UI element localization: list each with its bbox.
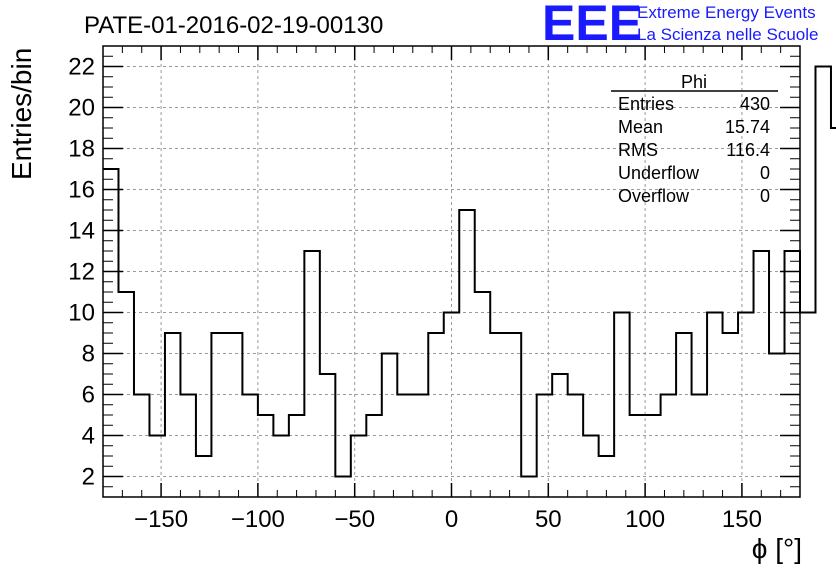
histogram-bin: [630, 415, 645, 497]
histogram-bin: [428, 333, 443, 497]
histogram-bin: [645, 415, 660, 497]
histogram-bin: [800, 313, 815, 498]
histogram-bin: [754, 251, 769, 497]
histogram-bin: [304, 251, 319, 497]
histogram-bin: [490, 333, 505, 497]
stats-row-value: 0: [760, 163, 770, 183]
logo-line-1: Extreme Energy Events: [637, 3, 816, 22]
histogram-bin: [692, 395, 707, 498]
stats-row-label: RMS: [618, 140, 658, 160]
x-tick-label: 100: [625, 506, 665, 533]
logo-line-2: La Scienza nelle Scuole: [637, 25, 818, 44]
histogram-bin: [475, 292, 490, 497]
histogram-outline: [103, 65, 836, 478]
histogram-bin: [707, 313, 722, 498]
histogram-bin: [614, 313, 629, 498]
x-tick-label: −150: [134, 506, 188, 533]
histogram-bin: [831, 128, 836, 497]
histogram-bin: [180, 395, 195, 498]
x-axis-title: ϕ [°]: [752, 533, 802, 564]
histogram-bin: [351, 436, 366, 498]
x-tick-label: −50: [334, 506, 375, 533]
histogram-bin: [118, 292, 133, 497]
histogram-bin: [785, 251, 800, 497]
histogram-bin: [769, 354, 784, 498]
stats-row-value: 116.4: [726, 140, 770, 160]
x-tick-label: −100: [231, 506, 285, 533]
stats-row-value: 430: [740, 94, 770, 114]
y-tick-label: 2: [82, 464, 95, 491]
eee-logo: EEE: [542, 0, 642, 51]
histogram-bin: [552, 374, 567, 497]
histogram-bin: [661, 395, 676, 498]
histogram-bin: [320, 374, 335, 497]
histogram-bin: [676, 333, 691, 497]
stats-row-value: 15.74: [725, 117, 770, 137]
histogram-bin: [537, 395, 552, 498]
stats-title: Phi: [681, 72, 707, 92]
plot-frame: [102, 45, 801, 498]
histogram-bin: [273, 436, 288, 498]
y-tick-label: 8: [82, 341, 95, 368]
histogram-bin: [738, 313, 753, 498]
stats-box: Phi Entries 430 Mean 15.74 RMS 116.4 Underflow…: [611, 72, 778, 206]
histogram-bin: [165, 333, 180, 497]
histogram-bin: [258, 415, 273, 497]
histogram-bin: [196, 456, 211, 497]
histogram-bin: [134, 395, 149, 498]
chart-title: PATE-01-2016-02-19-00130: [84, 12, 383, 39]
histogram-bin: [289, 415, 304, 497]
histogram-bin: [599, 456, 614, 497]
y-tick-label: 4: [82, 423, 95, 450]
histogram-bin: [227, 333, 242, 497]
histogram-bin: [397, 395, 412, 498]
y-tick-label: 18: [68, 136, 95, 163]
y-tick-label: 14: [68, 218, 95, 245]
y-tick-label: 16: [68, 177, 95, 204]
histogram-bin: [149, 436, 164, 498]
y-tick-label: 22: [68, 54, 95, 81]
histogram-bin: [242, 395, 257, 498]
histogram-bin: [521, 477, 536, 498]
stats-row-label: Mean: [618, 117, 663, 137]
histogram-bin: [459, 210, 474, 497]
histogram-bin: [211, 333, 226, 497]
histogram-bin: [583, 436, 598, 498]
histogram-bin: [568, 395, 583, 498]
y-tick-label: 12: [68, 259, 95, 286]
histogram-bin: [335, 477, 350, 498]
y-tick-label: 10: [68, 300, 95, 327]
histogram-bin: [444, 313, 459, 498]
histogram-bin: [815, 67, 830, 498]
stats-row-label: Entries: [618, 94, 674, 114]
x-tick-label: 0: [445, 506, 458, 533]
histogram-bin: [506, 333, 521, 497]
histogram-bin: [382, 354, 397, 498]
histogram-bin: [366, 415, 381, 497]
stats-row-label: Overflow: [618, 186, 690, 206]
histogram-bin: [723, 333, 738, 497]
stats-row-value: 0: [760, 186, 770, 206]
x-tick-label: 50: [535, 506, 562, 533]
histogram-bin: [413, 395, 428, 498]
y-tick-label: 6: [82, 382, 95, 409]
stats-row-label: Underflow: [618, 163, 700, 183]
tick-labels: −150 −100 −50 0 50 100 150 2 4 6 8 10 12 14 16 18 20 22: [68, 54, 762, 534]
y-axis-title: Entries/bin: [6, 48, 37, 180]
x-tick-label: 150: [722, 506, 762, 533]
histogram-bin: [103, 169, 118, 497]
y-tick-label: 20: [68, 95, 95, 122]
